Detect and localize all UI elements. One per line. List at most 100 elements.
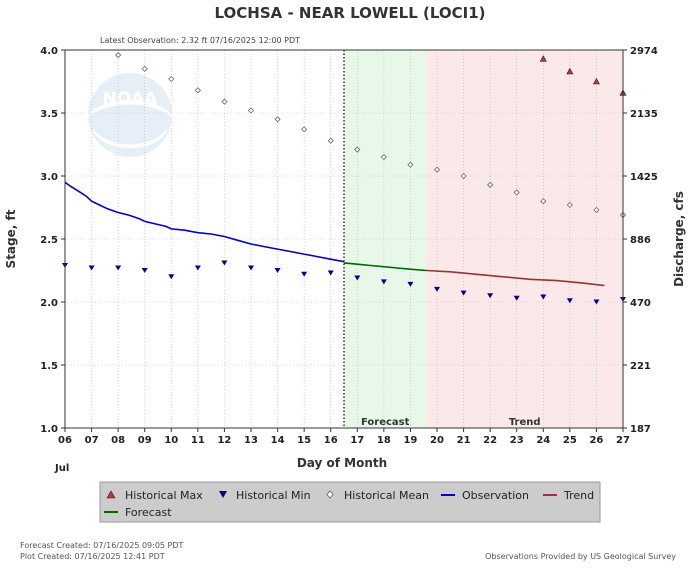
forecast-created: Forecast Created: 07/16/2025 09:05 PDT <box>20 541 184 550</box>
y2-tick-label: 886 <box>630 235 651 246</box>
historical-mean-point <box>487 181 494 188</box>
x-tick-label: 24 <box>536 435 550 446</box>
x-tick-label: 18 <box>377 435 391 446</box>
y2-axis-label: Discharge, cfs <box>672 191 686 287</box>
historical-min-point <box>540 294 547 300</box>
historical-mean-point <box>247 107 255 114</box>
historical-mean-point <box>593 206 600 214</box>
noaa-logo-watermark: NOAA <box>88 73 172 157</box>
x-tick-label: 22 <box>483 435 497 446</box>
x-tick-label: 21 <box>457 435 471 446</box>
x-tick-label: 08 <box>111 435 125 446</box>
historical-min-point <box>115 265 122 271</box>
latest-observation: Latest Observation: 2.32 ft 07/16/2025 1… <box>100 36 300 45</box>
y-tick-label: 2.0 <box>40 298 58 309</box>
y2-tick-label: 187 <box>630 424 651 435</box>
svg-text:NOAA: NOAA <box>103 89 158 109</box>
y2-tick-label: 2135 <box>630 109 658 120</box>
x-tick-label: 23 <box>510 435 524 446</box>
historical-mean-point <box>115 51 122 59</box>
historical-min-point <box>593 299 600 305</box>
historical-min-point <box>513 295 520 301</box>
historical-min-point <box>566 298 573 304</box>
y-axis-label: Stage, ft <box>4 209 18 268</box>
x-tick-label: 07 <box>85 435 99 446</box>
x-tick-label: 09 <box>138 435 152 446</box>
y2-tick-label: 2974 <box>630 46 658 57</box>
y-tick-label: 3.0 <box>40 172 58 183</box>
x-tick-label: 13 <box>244 435 258 446</box>
y2-tick-label: 470 <box>630 298 651 309</box>
historical-mean-point <box>141 65 148 72</box>
x-tick-label: 17 <box>350 435 364 446</box>
historical-min-point <box>221 260 228 266</box>
historical-mean-point <box>540 198 547 205</box>
data-provider: Observations Provided by US Geological S… <box>485 552 676 561</box>
x-tick-label: 26 <box>589 435 603 446</box>
region-band-forecast <box>344 50 427 428</box>
historical-mean-point <box>566 201 573 209</box>
legend: Historical Max Historical Min Historical… <box>99 481 601 523</box>
historical-min-point <box>460 290 467 296</box>
x-tick-label: 11 <box>191 435 205 446</box>
x-tick-label: 14 <box>271 435 285 446</box>
historical-min-point <box>354 275 361 281</box>
y-tick-label: 4.0 <box>40 46 58 57</box>
month-label: Jul <box>54 463 69 474</box>
historical-mean-point <box>433 166 441 173</box>
legend-item-historical-mean: Historical Mean <box>326 489 429 502</box>
y-tick-label: 2.5 <box>40 235 58 246</box>
historical-mean-point <box>194 87 201 94</box>
historical-max-icon <box>106 490 116 499</box>
region-label-trend: Trend <box>509 417 541 428</box>
legend-label: Historical Mean <box>344 489 429 502</box>
forecast-line <box>343 262 427 272</box>
x-tick-label: 27 <box>616 435 630 446</box>
historical-mean-point <box>221 98 228 105</box>
x-tick-label: 19 <box>403 435 417 446</box>
observation-line <box>64 181 345 263</box>
historical-mean-point <box>380 154 387 161</box>
historical-min-point <box>407 281 414 287</box>
legend-item-forecast: Forecast <box>104 506 172 519</box>
y-tick-label: 1.5 <box>40 361 58 372</box>
historical-min-point <box>274 268 281 273</box>
historical-max-point <box>539 55 547 62</box>
historical-mean-point <box>513 189 520 196</box>
historical-min-point <box>88 265 95 271</box>
historical-min-point <box>434 286 440 292</box>
plot-created: Plot Created: 07/16/2025 12:41 PDT <box>20 552 165 561</box>
plot-frame <box>64 49 624 429</box>
legend-item-observation: Observation <box>441 489 529 502</box>
historical-max-point <box>592 77 600 85</box>
historical-mean-point <box>274 116 281 123</box>
x-axis-label: Day of Month <box>297 456 387 470</box>
legend-item-trend: Trend <box>543 489 594 502</box>
y2-tick-label: 1425 <box>630 172 658 183</box>
legend-item-historical-max: Historical Max <box>106 489 203 502</box>
historical-min-point <box>327 270 334 276</box>
x-tick-label: 10 <box>164 435 178 446</box>
region-label-forecast: Forecast <box>361 417 410 428</box>
historical-min-point <box>380 279 387 285</box>
historical-mean-point <box>407 161 414 168</box>
chart-title: LOCHSA - NEAR LOWELL (LOCI1) <box>214 4 485 22</box>
historical-mean-point <box>327 137 334 144</box>
x-tick-label: 15 <box>297 435 311 446</box>
x-tick-label: 06 <box>58 435 72 446</box>
historical-min-point <box>248 265 254 271</box>
y-tick-label: 1.0 <box>40 424 58 435</box>
historical-mean-point <box>354 146 361 153</box>
legend-item-historical-min: Historical Min <box>219 489 311 502</box>
y2-tick-label: 221 <box>630 361 651 372</box>
historical-mean-icon <box>326 490 334 499</box>
historical-mean-point <box>168 75 175 83</box>
x-tick-label: 20 <box>430 435 444 446</box>
legend-label: Forecast <box>125 506 172 519</box>
historical-min-point <box>487 293 494 299</box>
legend-label: Observation <box>462 489 529 502</box>
historical-min-point <box>141 268 148 273</box>
trend-line <box>426 269 605 287</box>
